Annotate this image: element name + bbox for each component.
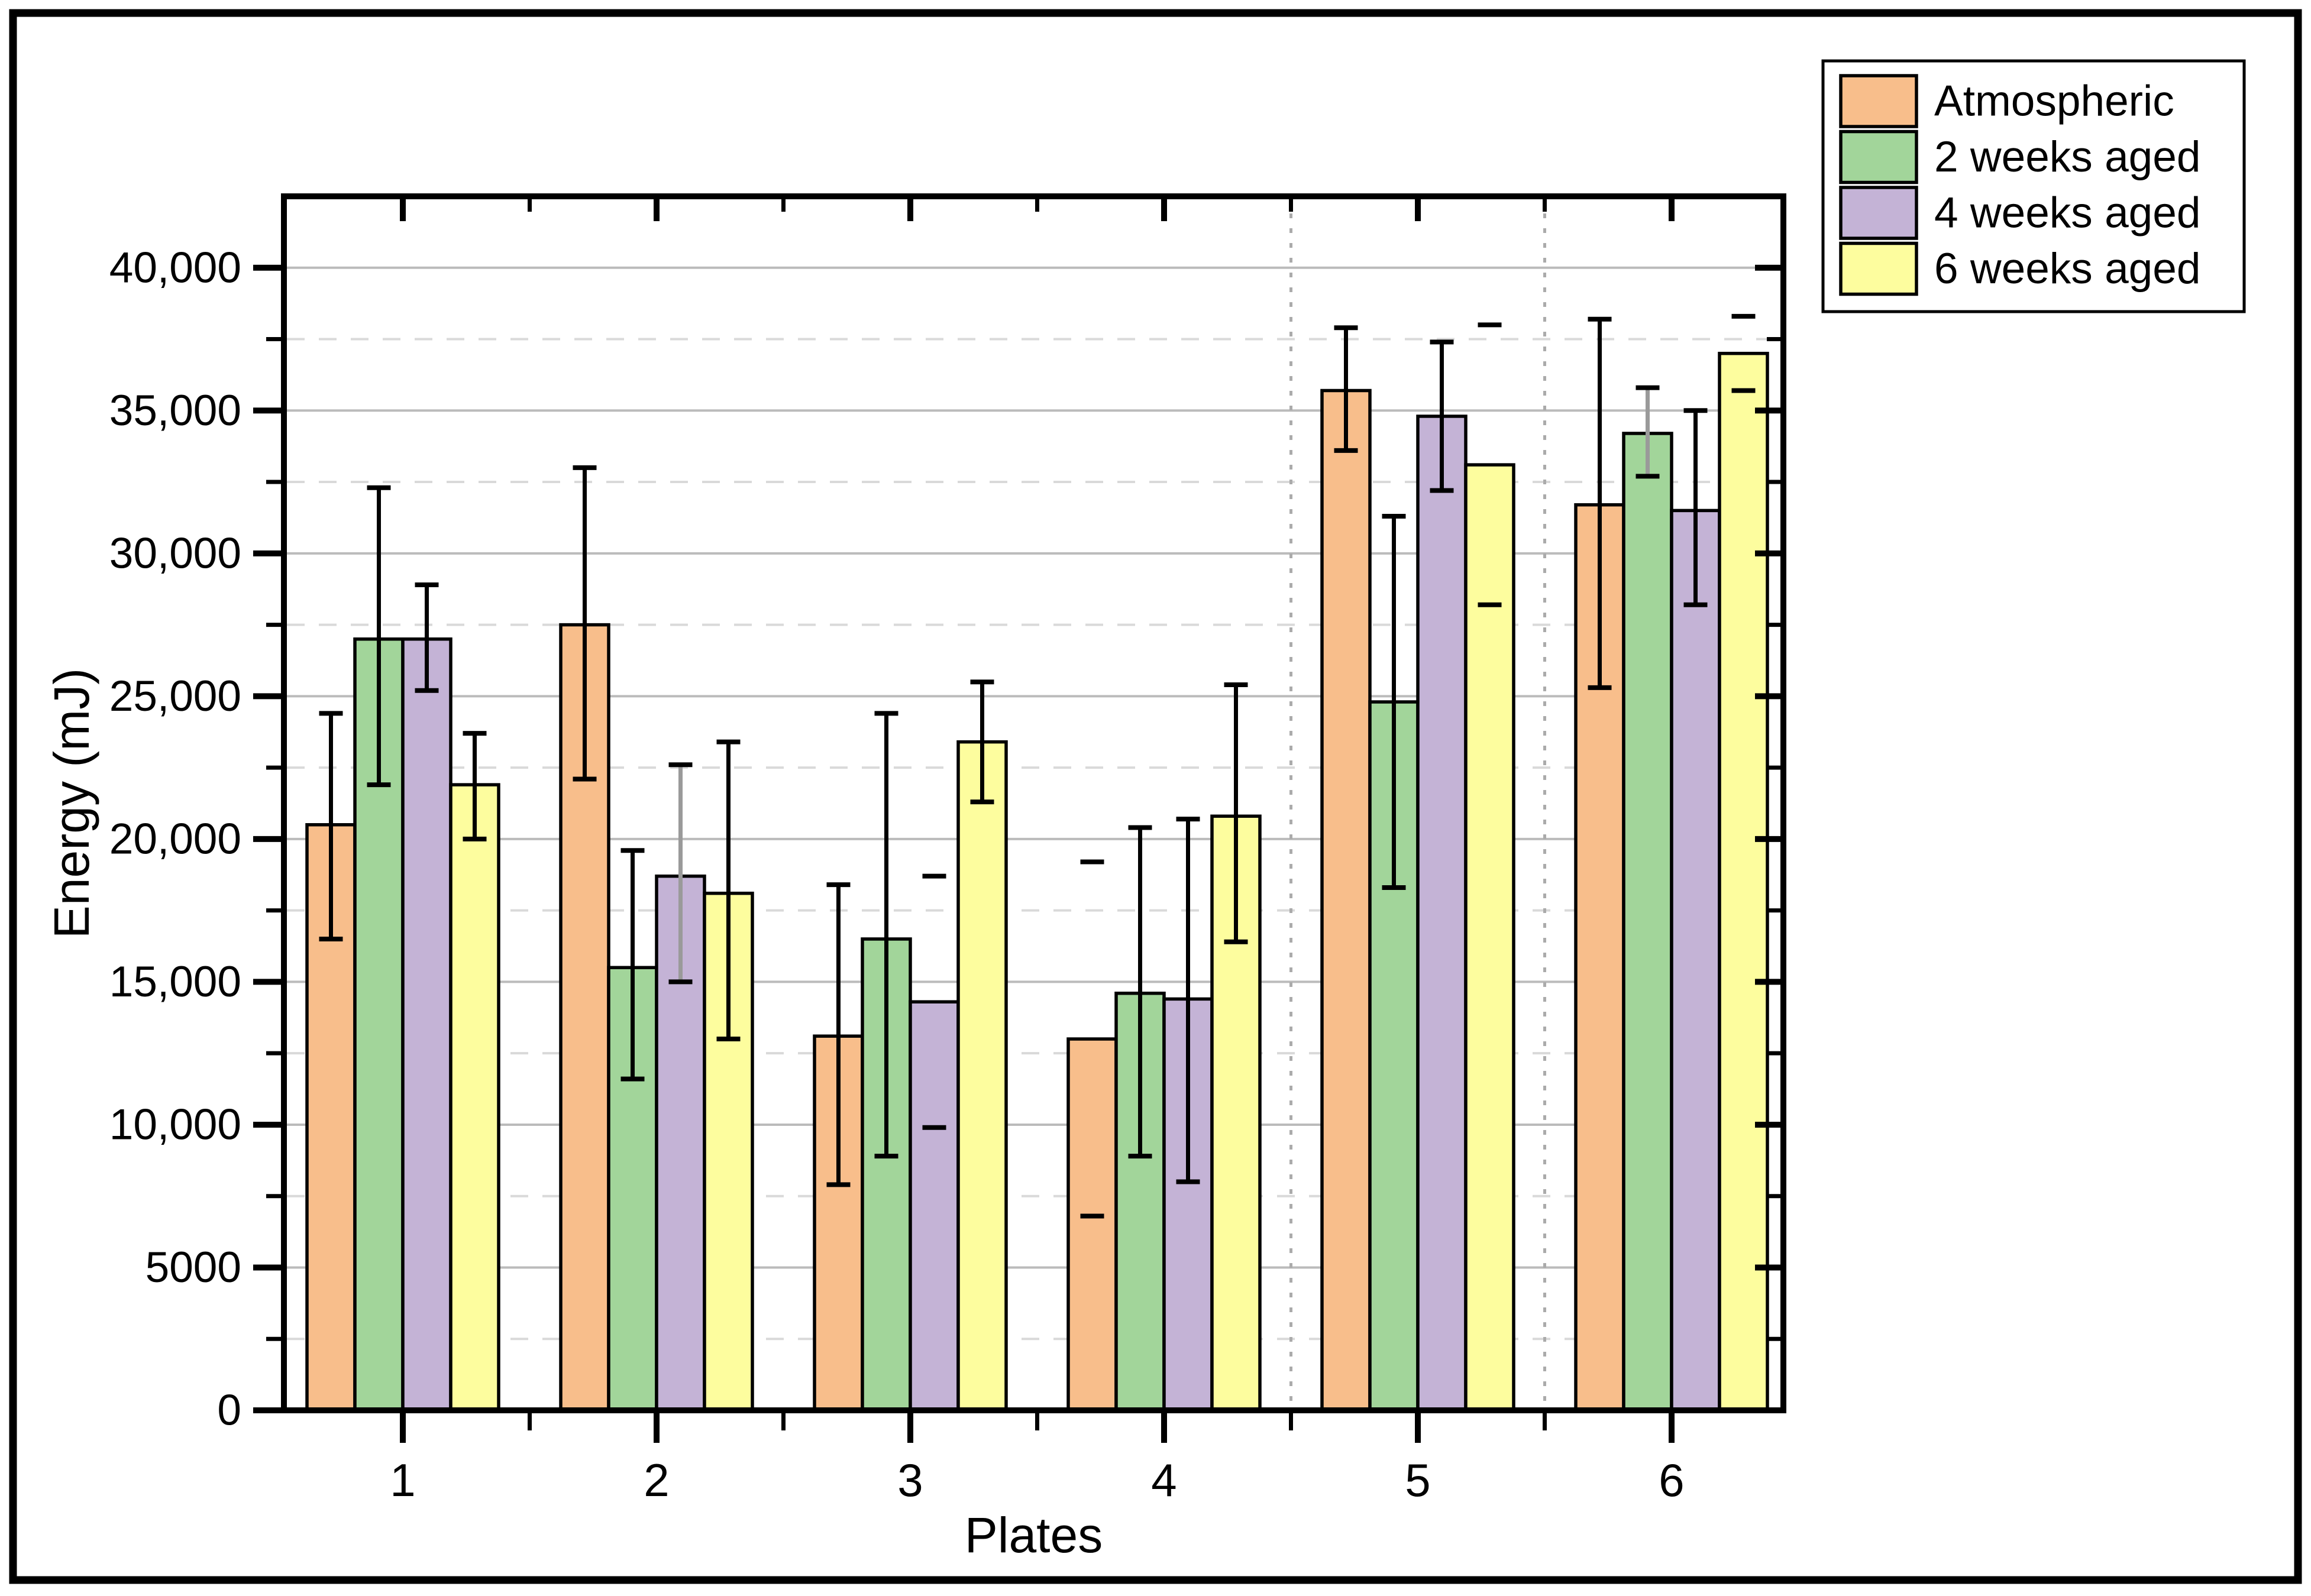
y-axis-title: Energy (mJ) (44, 668, 99, 938)
legend-swatch-3 (1839, 186, 1918, 240)
bar-plate5-6-weeks-aged (1464, 463, 1515, 1412)
y-tick-label: 20,000 (109, 815, 241, 863)
y-tick-label: 5000 (146, 1244, 241, 1291)
legend-swatch-2 (1839, 130, 1918, 184)
x-tick-label: 6 (1659, 1454, 1684, 1506)
plot-frame (281, 193, 1786, 1413)
x-tick-label: 2 (644, 1454, 669, 1506)
x-tick-label: 4 (1151, 1454, 1176, 1506)
bar-plate6-4-weeks-aged (1670, 509, 1721, 1412)
legend-swatch-4 (1839, 241, 1918, 296)
y-tick-label: 15,000 (109, 958, 241, 1006)
figure-border (9, 9, 2302, 1584)
x-tick-label: 5 (1405, 1454, 1430, 1506)
bar-plate1-4-weeks-aged (401, 637, 452, 1412)
legend-label-3: 4 weeks aged (1934, 189, 2200, 237)
y-tick-label: 30,000 (109, 529, 241, 577)
y-tick-label: 10,000 (109, 1100, 241, 1148)
legend-label-2: 2 weeks aged (1934, 133, 2200, 181)
legend-label-4: 6 weeks aged (1934, 245, 2200, 293)
bar-plate1-6-weeks-aged (449, 783, 500, 1412)
bar-plate3-6-weeks-aged (956, 740, 1008, 1412)
bar-plate6-6-weeks-aged (1718, 351, 1769, 1412)
bar-plate5-4-weeks-aged (1416, 415, 1468, 1412)
x-tick-label: 1 (390, 1454, 415, 1506)
bar-plate3-4-weeks-aged (909, 1000, 960, 1412)
y-tick-label: 0 (217, 1387, 241, 1435)
bar-plate5-atmospheric (1320, 389, 1372, 1412)
legend-swatch-1 (1839, 74, 1918, 128)
x-tick-label: 3 (897, 1454, 923, 1506)
y-tick-label: 25,000 (109, 672, 241, 720)
y-tick-label: 40,000 (109, 244, 241, 292)
x-axis-title: Plates (965, 1507, 1103, 1563)
y-tick-label: 35,000 (109, 387, 241, 435)
bar-plate6-2-weeks-aged (1622, 432, 1673, 1412)
legend-label-1: Atmospheric (1934, 77, 2174, 125)
bar-plate4-atmospheric (1066, 1037, 1118, 1412)
